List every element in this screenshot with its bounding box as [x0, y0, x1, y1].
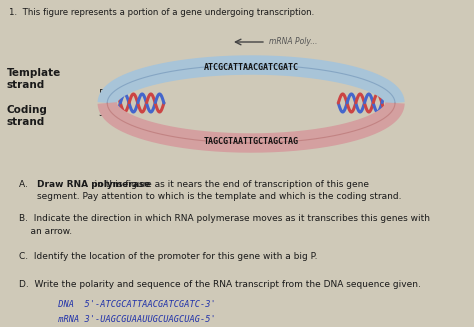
Text: 3': 3'	[381, 108, 390, 118]
Text: strand: strand	[7, 80, 45, 90]
Text: A.: A.	[19, 180, 34, 189]
Text: C.  Identify the location of the promoter for this gene with a big P.: C. Identify the location of the promoter…	[19, 252, 318, 261]
Text: ATCGCATTAACGATCGATC: ATCGCATTAACGATCGATC	[204, 62, 299, 72]
Text: TAGCGTAATTGCTAGCTAG: TAGCGTAATTGCTAGCTAG	[204, 136, 299, 146]
Text: segment. Pay attention to which is the template and which is the coding strand.: segment. Pay attention to which is the t…	[36, 192, 401, 201]
Text: Template: Template	[7, 68, 61, 78]
Text: 3': 3'	[99, 108, 107, 118]
Text: strand: strand	[7, 117, 45, 127]
Text: B.  Indicate the direction in which RNA polymerase moves as it transcribes this : B. Indicate the direction in which RNA p…	[19, 214, 430, 236]
Text: in this figure as it nears the end of transcription of this gene: in this figure as it nears the end of tr…	[36, 180, 369, 189]
Text: DNA  5'-ATCGCATTAACGATCGATC-3': DNA 5'-ATCGCATTAACGATCGATC-3'	[32, 300, 216, 309]
Text: mRNA Poly...: mRNA Poly...	[269, 38, 317, 46]
Text: D.  Write the polarity and sequence of the RNA transcript from the DNA sequence : D. Write the polarity and sequence of th…	[19, 280, 421, 289]
Text: 5': 5'	[99, 89, 107, 99]
Text: 1.  This figure represents a portion of a gene undergoing transcription.: 1. This figure represents a portion of a…	[9, 8, 314, 17]
Text: 5': 5'	[381, 89, 390, 99]
Text: Draw RNA polymerase: Draw RNA polymerase	[36, 180, 150, 189]
Text: Coding: Coding	[7, 105, 48, 115]
Text: mRNA 3'-UAGCGUAAUUGCUAGCUAG-5': mRNA 3'-UAGCGUAAUUGCUAGCUAG-5'	[32, 315, 216, 324]
